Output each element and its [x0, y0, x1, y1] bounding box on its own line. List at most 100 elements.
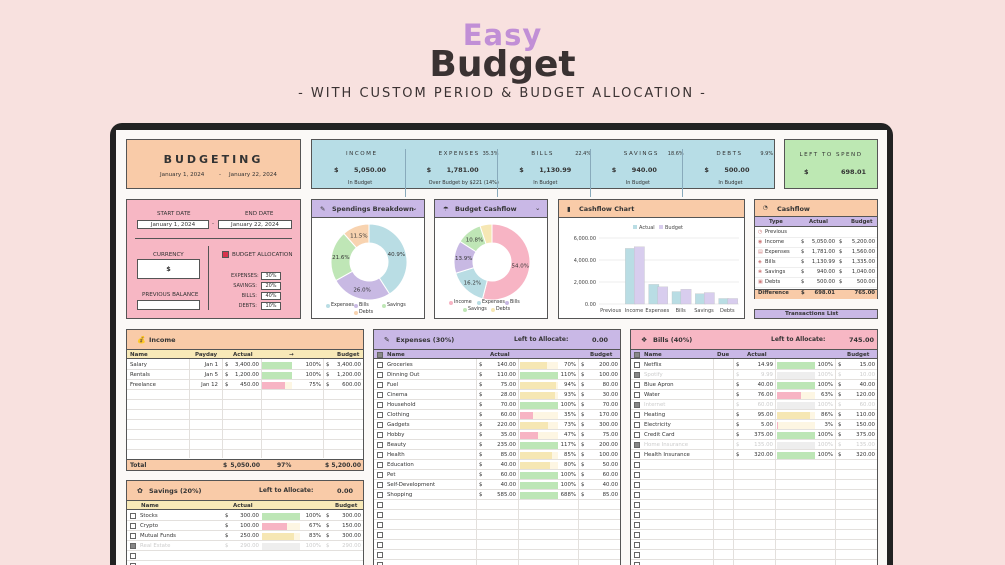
end-date-input[interactable]: January 22, 2024: [218, 220, 292, 229]
row-checkbox[interactable]: [377, 472, 383, 478]
row-checkbox[interactable]: [634, 522, 640, 528]
table-row[interactable]: [374, 560, 620, 565]
table-row[interactable]: [127, 430, 363, 440]
allocation-input[interactable]: 20%: [261, 282, 281, 290]
table-row[interactable]: [631, 390, 877, 400]
previous-balance-input[interactable]: [137, 300, 200, 310]
table-row[interactable]: [127, 561, 363, 565]
table-row[interactable]: [374, 410, 620, 420]
spendings-dropdown-icon[interactable]: ⌄: [412, 204, 418, 212]
row-checkbox[interactable]: [634, 432, 640, 438]
row-checkbox[interactable]: [130, 523, 136, 529]
row-checkbox[interactable]: [377, 482, 383, 488]
table-row[interactable]: [374, 390, 620, 400]
table-row[interactable]: [631, 490, 877, 500]
table-row[interactable]: [631, 550, 877, 560]
table-row[interactable]: [127, 390, 363, 400]
row-checkbox[interactable]: [377, 502, 383, 508]
row-checkbox[interactable]: [377, 492, 383, 498]
table-row[interactable]: [374, 500, 620, 510]
table-row[interactable]: [374, 480, 620, 490]
allocation-input[interactable]: 10%: [261, 302, 281, 310]
budget-allocation-checkbox[interactable]: [222, 251, 229, 258]
table-row[interactable]: [631, 520, 877, 530]
row-checkbox[interactable]: [377, 362, 383, 368]
row-checkbox[interactable]: [130, 543, 136, 549]
row-checkbox[interactable]: [634, 372, 640, 378]
row-checkbox[interactable]: [130, 563, 136, 565]
table-row[interactable]: [127, 521, 363, 531]
row-checkbox[interactable]: [377, 562, 383, 565]
allocation-input[interactable]: 40%: [261, 292, 281, 300]
row-checkbox[interactable]: [377, 462, 383, 468]
table-row[interactable]: [127, 360, 363, 370]
row-checkbox[interactable]: [377, 542, 383, 548]
row-checkbox[interactable]: [377, 392, 383, 398]
row-checkbox[interactable]: [634, 542, 640, 548]
table-row[interactable]: [374, 450, 620, 460]
table-row[interactable]: [127, 531, 363, 541]
table-row[interactable]: [127, 551, 363, 561]
row-checkbox[interactable]: [634, 472, 640, 478]
table-row[interactable]: [127, 400, 363, 410]
row-checkbox[interactable]: [377, 532, 383, 538]
select-all-checkbox[interactable]: [634, 352, 640, 358]
currency-input[interactable]: $: [137, 259, 200, 279]
row-checkbox[interactable]: [377, 522, 383, 528]
row-checkbox[interactable]: [634, 562, 640, 565]
transactions-list-button[interactable]: Transactions List: [754, 309, 878, 319]
select-all-checkbox[interactable]: [377, 352, 383, 358]
row-checkbox[interactable]: [377, 402, 383, 408]
row-checkbox[interactable]: [634, 392, 640, 398]
table-row[interactable]: [374, 490, 620, 500]
table-row[interactable]: [631, 480, 877, 490]
row-checkbox[interactable]: [377, 552, 383, 558]
table-row[interactable]: [631, 530, 877, 540]
row-checkbox[interactable]: [634, 552, 640, 558]
table-row[interactable]: [374, 380, 620, 390]
row-checkbox[interactable]: [634, 492, 640, 498]
table-row[interactable]: [631, 430, 877, 440]
row-checkbox[interactable]: [377, 512, 383, 518]
row-checkbox[interactable]: [634, 412, 640, 418]
table-row[interactable]: [374, 430, 620, 440]
row-checkbox[interactable]: [130, 513, 136, 519]
table-row[interactable]: [631, 500, 877, 510]
table-row[interactable]: [631, 400, 877, 410]
table-row[interactable]: [374, 400, 620, 410]
table-row[interactable]: [374, 460, 620, 470]
table-row[interactable]: [631, 510, 877, 520]
table-row[interactable]: [631, 560, 877, 565]
row-checkbox[interactable]: [634, 442, 640, 448]
table-row[interactable]: [127, 410, 363, 420]
table-row[interactable]: [631, 440, 877, 450]
table-row[interactable]: [631, 410, 877, 420]
row-checkbox[interactable]: [377, 372, 383, 378]
table-row[interactable]: [374, 440, 620, 450]
budget-cashflow-dropdown-icon[interactable]: ⌄: [535, 204, 541, 212]
row-checkbox[interactable]: [377, 422, 383, 428]
row-checkbox[interactable]: [634, 452, 640, 458]
table-row[interactable]: [631, 450, 877, 460]
row-checkbox[interactable]: [634, 382, 640, 388]
table-row[interactable]: [374, 510, 620, 520]
row-checkbox[interactable]: [377, 432, 383, 438]
table-row[interactable]: [631, 420, 877, 430]
row-checkbox[interactable]: [634, 402, 640, 408]
table-row[interactable]: [631, 370, 877, 380]
row-checkbox[interactable]: [634, 362, 640, 368]
table-row[interactable]: [631, 540, 877, 550]
row-checkbox[interactable]: [130, 533, 136, 539]
table-row[interactable]: [374, 360, 620, 370]
table-row[interactable]: [127, 511, 363, 521]
table-row[interactable]: [127, 541, 363, 551]
row-checkbox[interactable]: [634, 502, 640, 508]
table-row[interactable]: [127, 380, 363, 390]
table-row[interactable]: [374, 370, 620, 380]
row-checkbox[interactable]: [377, 452, 383, 458]
row-checkbox[interactable]: [130, 553, 136, 559]
table-row[interactable]: [127, 370, 363, 380]
table-row[interactable]: [631, 460, 877, 470]
table-row[interactable]: [127, 440, 363, 450]
table-row[interactable]: [631, 360, 877, 370]
